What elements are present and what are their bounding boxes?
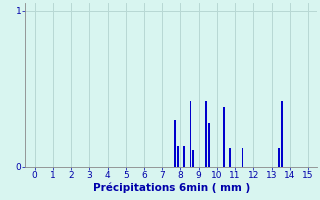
Bar bbox=[229, 148, 231, 167]
X-axis label: Précipitations 6min ( mm ): Précipitations 6min ( mm ) bbox=[93, 183, 250, 193]
Bar bbox=[192, 150, 194, 167]
Bar bbox=[242, 148, 244, 167]
Bar bbox=[205, 101, 207, 167]
Bar bbox=[278, 148, 280, 167]
Bar bbox=[208, 123, 210, 167]
Bar bbox=[177, 146, 179, 167]
Bar bbox=[189, 101, 191, 167]
Bar bbox=[223, 107, 225, 167]
Bar bbox=[281, 101, 283, 167]
Bar bbox=[183, 146, 185, 167]
Bar bbox=[174, 120, 176, 167]
